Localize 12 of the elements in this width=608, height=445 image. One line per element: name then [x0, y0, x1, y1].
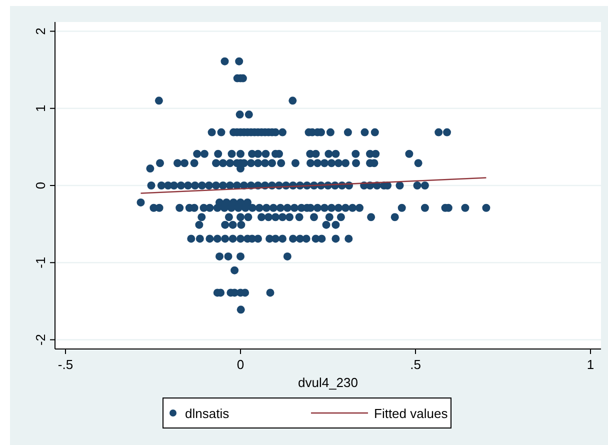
- x-tick-label: 1: [586, 357, 594, 372]
- y-tick-label: 1: [33, 104, 48, 112]
- y-tick-label: -1: [33, 256, 48, 268]
- x-tick-label: .5: [410, 357, 421, 372]
- y-tick-label: 2: [33, 28, 48, 35]
- y-tick-label: -2: [33, 334, 48, 346]
- x-tick-label: 0: [236, 357, 244, 372]
- x-axis-title: dvul4_230: [298, 375, 358, 390]
- legend-label: dlnsatis: [185, 406, 230, 421]
- x-tick-label: -.5: [58, 357, 74, 372]
- legend-label: Fitted values: [374, 406, 448, 421]
- y-tick-label: 0: [33, 182, 48, 190]
